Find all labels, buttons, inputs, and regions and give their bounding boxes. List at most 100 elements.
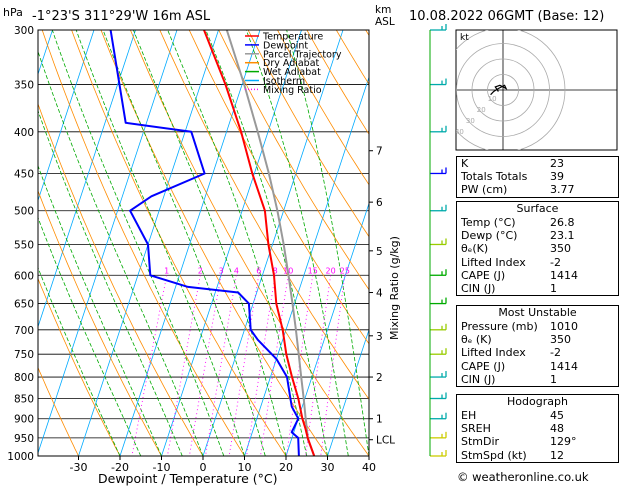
wet-adiabat-line [38,266,121,456]
pressure-tick-label: 1000 [7,451,34,463]
legend-label: Wet Adiabat [263,67,321,78]
hodograph-table: Hodograph EH 45 SREH 48 StmDir 129° StmSpd … [456,394,619,463]
legend-label: Temperature [262,32,323,43]
hodograph-ring [487,74,519,106]
dry-adiabat-line [38,366,79,456]
wet-adiabat-line [38,216,142,456]
mixing-ratio-line [228,275,260,456]
isotherm-line [38,30,95,202]
wet-adiabat-line [38,109,183,456]
pressure-tick-label: 700 [14,325,34,337]
height-tick-label: 7 [376,146,383,158]
mixing-ratio-line [166,275,201,456]
temperature-tick-label: 0 [200,461,207,474]
x-axis-label: Dewpoint / Temperature (°C) [98,471,278,486]
mixing-ratio-tick-label: 15 [308,266,318,275]
isotherm-line [0,30,11,456]
height-tick-label: 5 [376,246,383,258]
legend-label: Dewpoint [263,40,308,51]
hodograph-ring-label: 10 [488,95,497,103]
pressure-tick-label: 750 [14,349,34,361]
temperature-line [203,30,316,456]
isotherm-line [285,202,369,456]
pressure-tick-label: 600 [14,270,34,282]
station-info: -1°23'S 311°29'W 16m ASL [32,9,211,24]
legend-label: Dry Adiabat [263,58,320,69]
dry-adiabat-line [41,30,245,456]
isotherm-line [38,30,136,328]
mixing-ratio-line [246,275,276,456]
dry-adiabat-line [38,102,204,456]
temperature-tick-label: 20 [279,461,293,474]
pressure-tick-label: 850 [14,393,34,405]
pressure-tick-label: 650 [14,299,34,311]
mixing-ratio-tick-label: 6 [256,266,261,275]
isotherm-line [38,30,178,455]
height-tick-label: LCL [376,435,395,447]
isotherm-line [202,30,344,456]
pressure-unit-label: hPa [3,6,23,19]
hodograph-trace [490,84,508,96]
temperature-tick-label: -20 [111,461,129,474]
pressure-tick-label: 500 [14,206,34,218]
mixing-ratio-line [205,275,237,456]
wet-adiabat-line [245,30,349,456]
temperature-tick-label: -10 [153,461,171,474]
legend-label: Mixing Ratio [263,85,322,96]
dry-adiabat-line [38,277,121,456]
hodograph-unit-label: kt [460,33,469,43]
hodograph-ring-label: 40 [455,128,464,136]
pressure-tick-label: 350 [14,80,34,92]
temperature-tick-label: -30 [70,461,88,474]
most-unstable-table: Most Unstable Pressure (mb) 1010 θₑ (K) 35… [456,305,619,387]
isotherm-line [78,30,219,456]
temperature-tick-label: 40 [362,461,376,474]
wet-adiabat-line [167,30,308,456]
hodograph-ring [456,30,566,150]
surface-table: Surface Temp (°C) 26.8 Dewp (°C) 23.1 θₑ(K… [456,201,619,297]
pressure-tick-label: 300 [14,25,34,37]
mixing-ratio-axis-label: Mixing Ratio (g/kg) [388,236,401,340]
pressure-tick-label: 400 [14,127,34,139]
dry-adiabat-line [277,30,369,186]
pressure-tick-label: 950 [14,433,34,445]
mixing-ratio-tick-label: 25 [340,266,350,275]
mixing-ratio-tick-label: 2 [198,266,203,275]
wet-adiabat-line [286,30,369,456]
dry-adiabat-line [130,30,369,456]
dry-adiabat-line [188,30,369,345]
mixing-ratio-tick-label: 4 [234,266,239,275]
isotherm-line [161,30,302,456]
wet-adiabat-line [51,30,225,456]
wet-adiabat-line [205,30,328,456]
mixing-ratio-tick-label: 8 [273,266,278,275]
pressure-tick-label: 800 [14,372,34,384]
hodograph-ring [471,58,535,122]
height-tick-label: 1 [376,414,383,426]
legend-label: Parcel Trajectory [263,49,342,60]
temperature-tick-label: 30 [321,461,335,474]
wet-adiabat-line [75,30,245,456]
dry-adiabat-line [218,30,369,291]
mixing-ratio-tick-label: 20 [326,266,336,275]
dry-adiabat-line [247,30,369,238]
wet-adiabat-line [133,30,287,456]
height-unit-label: km ASL [375,4,395,28]
valid-datetime: 10.08.2022 06GMT (Base: 12) [409,9,605,24]
dry-adiabat-line [38,189,162,456]
wet-adiabat-line [38,50,204,456]
height-tick-label: 3 [376,331,383,343]
dewpoint-line [109,30,300,456]
isotherm-line [327,328,369,456]
mixing-ratio-tick-label: 3 [219,266,224,275]
copyright-footer: © weatheronline.co.uk [457,470,589,484]
height-tick-label: 2 [376,372,383,384]
dry-adiabat-line [71,30,287,456]
hodograph-ring [456,43,550,137]
temperature-tick-label: 10 [238,461,252,474]
height-tick-label: 4 [376,288,383,300]
mixing-ratio-tick-label: 1 [164,266,169,275]
pressure-tick-label: 450 [14,168,34,180]
